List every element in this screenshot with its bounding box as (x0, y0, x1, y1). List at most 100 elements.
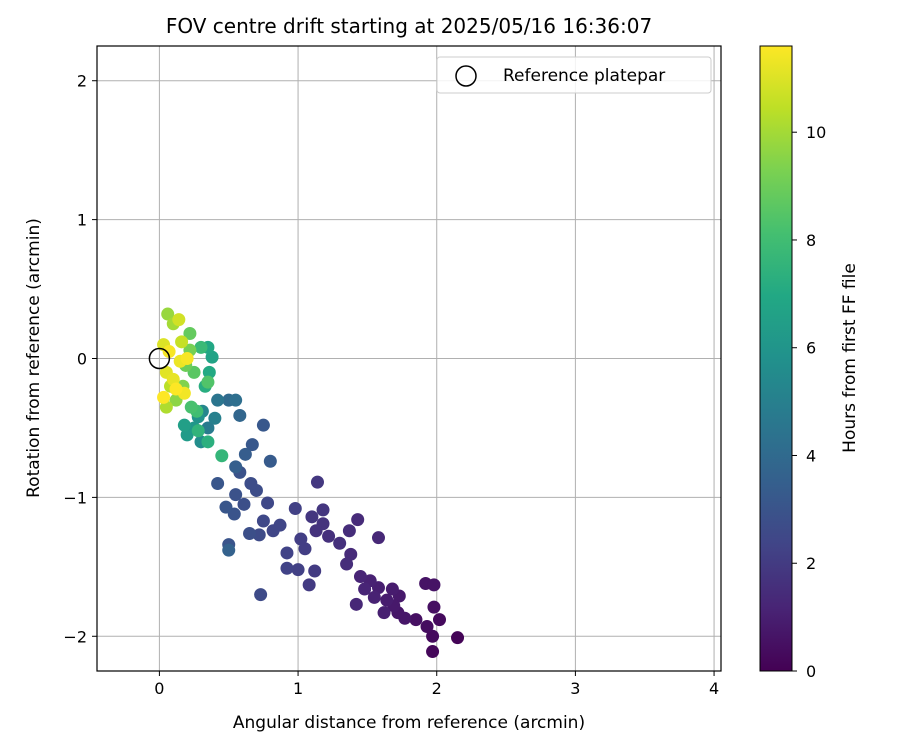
data-point (229, 460, 243, 474)
y-tick-label: 2 (77, 72, 87, 91)
y-tick-label: −1 (63, 488, 87, 507)
data-point (342, 524, 356, 538)
data-point (245, 438, 259, 452)
data-point (291, 563, 305, 577)
data-point (162, 345, 176, 359)
reference-marker-group (148, 347, 171, 370)
data-point (349, 597, 363, 611)
data-point (280, 561, 294, 575)
x-tick-label: 4 (709, 679, 719, 698)
data-point (219, 500, 233, 514)
colorbar-gradient (759, 45, 793, 672)
data-point (183, 327, 197, 340)
colorbar-tick-label: 10 (806, 123, 826, 142)
data-point (351, 513, 365, 527)
data-point (385, 582, 399, 596)
data-point (211, 393, 225, 407)
legend-reference-marker (455, 65, 477, 87)
data-point (367, 590, 381, 604)
data-point (184, 400, 198, 414)
data-point (169, 382, 183, 396)
data-point (333, 536, 347, 550)
reference-marker (148, 347, 171, 370)
data-point (233, 408, 247, 422)
data-point (316, 503, 330, 517)
data-point (229, 488, 243, 502)
data-point (310, 475, 324, 489)
colorbar-tick-label: 4 (806, 446, 816, 465)
data-point (420, 620, 434, 634)
x-tick-label: 1 (293, 679, 303, 698)
data-point (191, 424, 205, 438)
legend-label: Reference platepar (503, 66, 665, 86)
colorbar-tick-label: 8 (806, 231, 816, 250)
data-point (252, 528, 266, 542)
scatter-points (157, 307, 465, 659)
data-point (157, 390, 171, 404)
data-point (194, 340, 208, 354)
data-point (161, 307, 175, 321)
data-point (172, 313, 186, 327)
data-point (280, 546, 294, 560)
legend-box (436, 56, 712, 94)
y-tick-label: 0 (77, 350, 87, 369)
colorbar-ticks: 0 2 4 6 8 10 (792, 123, 826, 681)
colorbar-tick-label: 0 (806, 662, 816, 681)
data-point (202, 365, 216, 379)
data-point (358, 582, 372, 596)
colorbar-tick-label: 6 (806, 339, 816, 358)
data-point (211, 477, 225, 490)
y-tick-label: 1 (77, 211, 87, 230)
data-point (427, 578, 441, 592)
data-point (238, 447, 252, 461)
data-point (294, 532, 308, 546)
data-point (377, 606, 391, 620)
data-point (322, 529, 336, 543)
data-point (409, 613, 423, 627)
data-point (266, 524, 280, 538)
data-point (243, 527, 257, 540)
data-point (427, 600, 441, 614)
data-point (201, 435, 215, 449)
x-tick-label: 2 (432, 679, 442, 698)
data-point (309, 524, 323, 538)
legend: Reference platepar (436, 56, 712, 94)
data-point (205, 350, 219, 364)
data-point (222, 543, 236, 557)
data-point (256, 418, 270, 432)
data-point (380, 593, 394, 607)
data-point (180, 352, 194, 365)
data-point (244, 477, 258, 490)
y-tick-label: −2 (63, 627, 87, 646)
x-axis-label: Angular distance from reference (arcmin) (233, 713, 585, 733)
chart-title: FOV centre drift starting at 2025/05/16 … (166, 14, 652, 38)
y-axis-ticks: −2 −1 0 1 2 (63, 72, 97, 646)
data-point (177, 418, 191, 432)
colorbar: 0 2 4 6 8 10 Hours from first FF file (759, 45, 860, 681)
data-point (433, 613, 447, 627)
data-point (344, 547, 358, 561)
data-point (288, 502, 302, 515)
data-point (426, 645, 440, 659)
data-point (237, 497, 251, 511)
data-point (208, 411, 222, 425)
data-point (175, 335, 189, 349)
x-tick-label: 3 (570, 679, 580, 698)
data-point (263, 454, 277, 468)
data-point (254, 588, 268, 602)
data-point (451, 631, 465, 645)
data-point (340, 557, 354, 571)
data-point (302, 578, 316, 592)
data-point (308, 564, 322, 578)
data-point (426, 629, 440, 643)
data-point (305, 510, 319, 524)
data-point (261, 496, 275, 510)
data-point (215, 449, 229, 463)
data-point (353, 570, 367, 584)
data-point (298, 542, 312, 556)
data-point (256, 514, 270, 528)
x-axis-ticks: 0 1 2 3 4 (154, 671, 719, 698)
colorbar-label: Hours from first FF file (840, 263, 860, 453)
